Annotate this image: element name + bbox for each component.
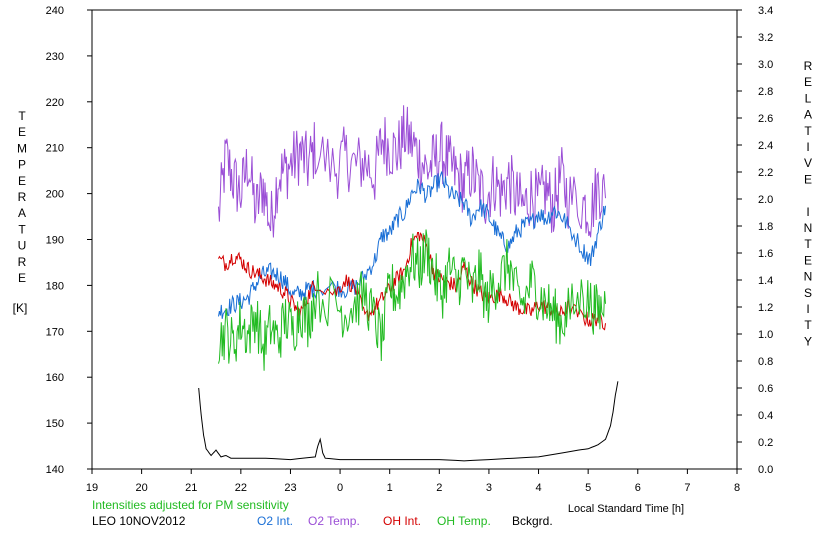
left-tick-label: 200	[46, 189, 64, 201]
x-tick-label: 20	[135, 482, 147, 494]
right-tick-label: 2.2	[758, 167, 773, 179]
right-tick-label: 2.8	[758, 86, 773, 98]
right-tick-label: 0.6	[758, 383, 773, 395]
left-axis-unit: [K]	[13, 301, 28, 315]
x-axis-title: Local Standard Time [h]	[568, 503, 684, 515]
right-tick-label: 1.4	[758, 275, 773, 287]
x-tick-label: 5	[585, 482, 591, 494]
plot-area	[91, 9, 738, 470]
left-tick-label: 180	[46, 280, 64, 292]
right-tick-label: 2.6	[758, 113, 773, 125]
x-tick-label: 21	[185, 482, 197, 494]
left-axis-title-letter: E	[18, 271, 26, 285]
left-axis-title-letter: A	[18, 206, 26, 220]
right-axis-title-letter: I	[806, 302, 809, 316]
left-tick-label: 240	[46, 5, 64, 17]
right-tick-label: 3.2	[758, 32, 773, 44]
x-tick-label: 1	[387, 482, 393, 494]
legend-item-ohtemp: OH Temp.	[437, 514, 491, 528]
x-tick-label: 2	[436, 482, 442, 494]
left-axis-title-letter: E	[18, 125, 26, 139]
right-tick-label: 1.2	[758, 302, 773, 314]
right-tick-label: 2.4	[758, 140, 773, 152]
right-axis-title-letter: V	[804, 156, 812, 170]
right-tick-label: 3.0	[758, 59, 773, 71]
right-axis-title-letter: E	[804, 172, 812, 186]
left-tick-label: 230	[46, 51, 64, 63]
right-tick-label: 0.2	[758, 437, 773, 449]
left-tick-label: 190	[46, 235, 64, 247]
left-tick-label: 160	[46, 372, 64, 384]
x-tick-label: 7	[684, 482, 690, 494]
station-label: LEO 10NOV2012	[92, 514, 186, 528]
x-tick-label: 22	[235, 482, 247, 494]
right-axis-title-letter: E	[804, 253, 812, 267]
right-axis-title-letter: A	[804, 108, 812, 122]
right-axis-title-letter: I	[806, 205, 809, 219]
sensitivity-note: Intensities adjusted for PM sensitivity	[92, 498, 289, 512]
series-layer	[198, 105, 619, 462]
left-tick-label: 170	[46, 326, 64, 338]
right-tick-label: 1.0	[758, 329, 773, 341]
right-axis-title-letter: E	[804, 75, 812, 89]
x-tick-label: 6	[635, 482, 641, 494]
right-tick-label: 0.8	[758, 356, 773, 368]
right-tick-label: 0.4	[758, 410, 773, 422]
right-tick-label: 3.4	[758, 5, 773, 17]
left-axis-title-letter: U	[18, 239, 27, 253]
right-tick-label: 2.0	[758, 194, 773, 206]
left-axis-title-letter: T	[18, 222, 26, 236]
legend: O2 Int. O2 Temp. OH Int. OH Temp. Bckgrd.	[257, 514, 553, 528]
right-axis-title-letter: Y	[804, 334, 812, 348]
x-axis-ticks: 19 20 21 22 23 0 1 2 3 4 5 6 7 8	[86, 469, 740, 494]
right-tick-label: 0.0	[758, 464, 773, 476]
left-axis-title-letter: M	[17, 141, 27, 155]
right-axis-title-letter: L	[805, 91, 812, 105]
legend-item-bckgrd: Bckgrd.	[512, 514, 553, 528]
x-tick-label: 8	[734, 482, 740, 494]
right-tick-label: 1.6	[758, 248, 773, 260]
right-axis-title-letter: T	[804, 124, 812, 138]
series-line-ohint	[218, 232, 606, 331]
left-tick-label: 220	[46, 97, 64, 109]
left-axis-title-letter: T	[18, 109, 26, 123]
right-axis-title-letter: I	[806, 140, 809, 154]
left-tick-label: 140	[46, 464, 64, 476]
left-axis-title-letter: R	[18, 190, 27, 204]
left-tick-label: 150	[46, 418, 64, 430]
series-line-o2temp	[218, 105, 606, 238]
series-line-bckgrd	[198, 381, 619, 462]
right-axis-title-letter: N	[804, 221, 813, 235]
left-axis-title-letter: P	[18, 158, 26, 172]
plot-frame	[91, 9, 738, 470]
right-axis-ticks: 0.0 0.2 0.4 0.6 0.8 1.0 1.2 1.4 1.6 1.8 2.0 2.2 2.4 2…	[737, 5, 773, 476]
right-tick-label: 1.8	[758, 221, 773, 233]
legend-item-o2temp: O2 Temp.	[308, 514, 360, 528]
left-tick-label: 210	[46, 143, 64, 155]
right-axis-title-letter: N	[804, 270, 813, 284]
series-line-ohtemp	[218, 229, 606, 371]
right-axis-title-letter: T	[804, 318, 812, 332]
right-axis-title-letter: R	[804, 59, 813, 73]
x-tick-label: 4	[535, 482, 541, 494]
legend-item-o2int: O2 Int.	[257, 514, 293, 528]
right-axis-title-letter: S	[804, 286, 812, 300]
left-axis-title-letter: R	[18, 255, 27, 269]
x-tick-label: 3	[486, 482, 492, 494]
x-tick-label: 0	[337, 482, 343, 494]
x-tick-label: 19	[86, 482, 98, 494]
left-axis-ticks: 140 150 160 170 180 190 200 210 220 230 240	[46, 5, 92, 476]
left-axis-title-letter: E	[18, 174, 26, 188]
series-line-o2int	[218, 171, 606, 319]
x-tick-label: 23	[284, 482, 296, 494]
legend-item-ohint: OH Int.	[383, 514, 421, 528]
right-axis-title-letter: T	[804, 237, 812, 251]
